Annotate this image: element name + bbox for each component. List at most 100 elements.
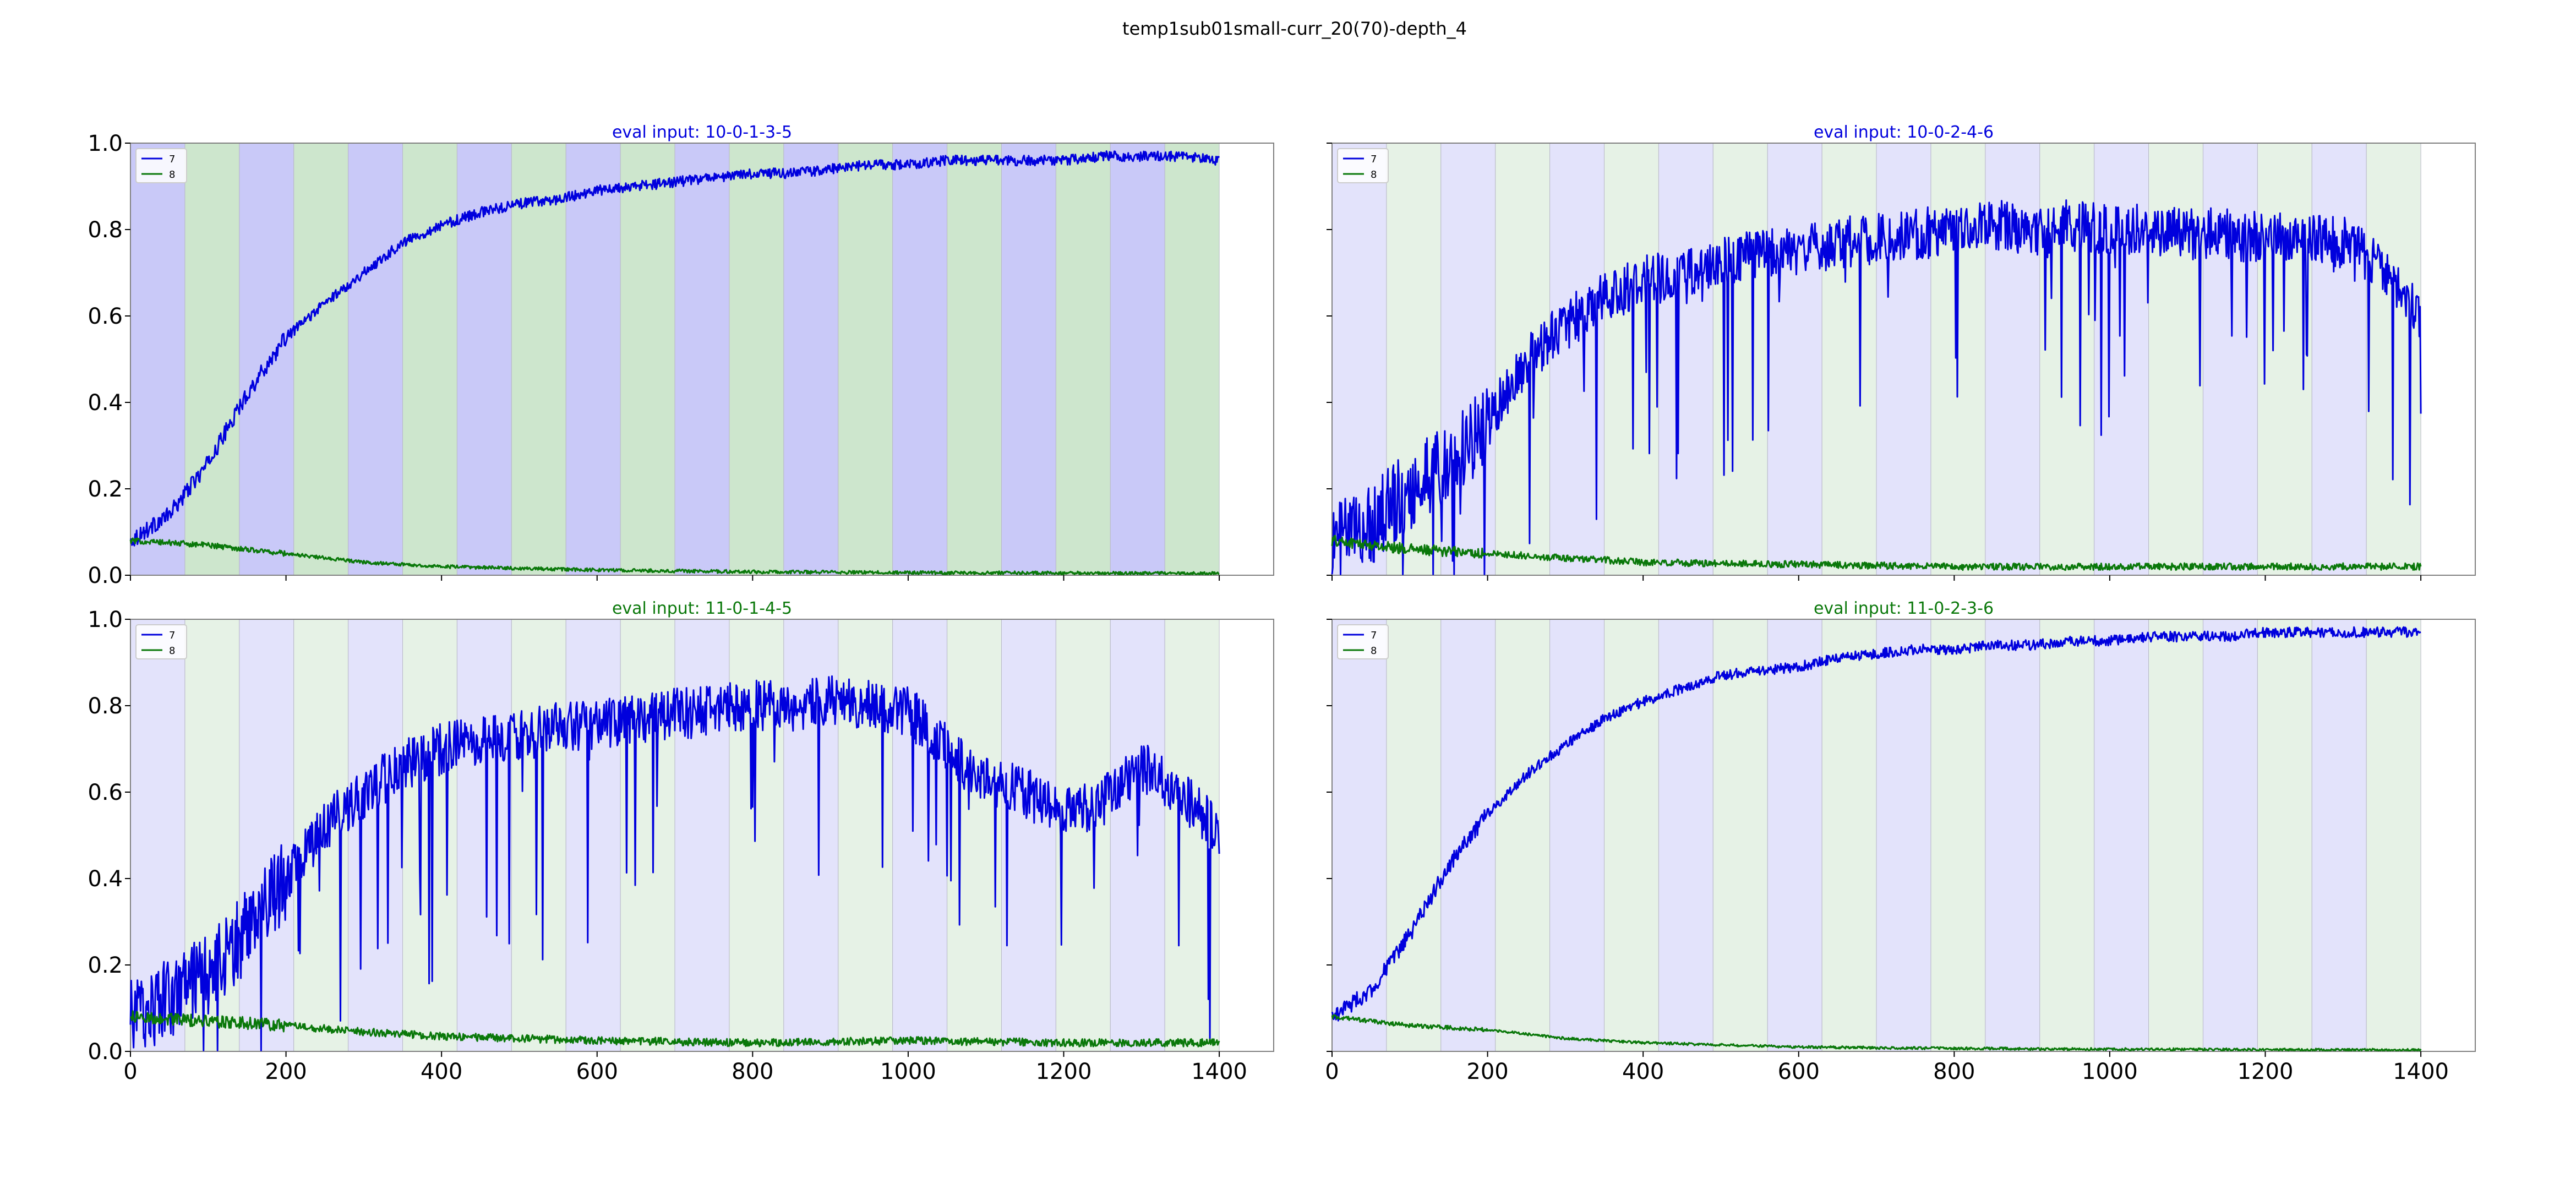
- x-tick-label: 800: [1933, 1059, 1975, 1084]
- band-group: [1331, 143, 2421, 576]
- background-band: [511, 619, 566, 1052]
- x-tick-label: 1200: [1036, 1059, 1092, 1084]
- band-group: [1331, 619, 2421, 1052]
- legend-label: 7: [1371, 630, 1377, 641]
- x-tick-label: 600: [1778, 1059, 1820, 1084]
- background-band: [1712, 619, 1768, 1052]
- background-band: [1386, 619, 1442, 1052]
- background-band: [2257, 619, 2312, 1052]
- background-band: [674, 143, 730, 576]
- y-tick-label: 0.8: [88, 694, 123, 719]
- background-band: [2366, 619, 2421, 1052]
- legend-label: 8: [169, 645, 175, 657]
- legend-label: 7: [1371, 154, 1377, 165]
- figure-suptitle: temp1sub01small-curr_20(70)-depth_4: [1122, 18, 1467, 39]
- background-band: [1821, 619, 1877, 1052]
- x-tick-label: 200: [1466, 1059, 1508, 1084]
- subplots-grid: eval input: 10-0-1-3-5 0.0 0.2 0.4 0.6 0.8 1.0…: [88, 123, 2476, 1084]
- band-group: [130, 143, 1220, 576]
- axes-frame: [130, 143, 1274, 576]
- background-band: [2311, 143, 2367, 576]
- axes-frame: [1331, 619, 2476, 1052]
- y-tick-label: 0.8: [88, 217, 123, 243]
- background-band: [1110, 143, 1165, 576]
- background-band: [2094, 619, 2149, 1052]
- legend: 78: [135, 624, 187, 659]
- background-band: [2039, 619, 2095, 1052]
- x-tick-label: 200: [265, 1059, 307, 1084]
- background-band: [674, 619, 730, 1052]
- legend-label: 8: [1371, 169, 1377, 181]
- subplot-2: eval input: 10-0-2-4-678: [1327, 123, 2476, 581]
- background-band: [1712, 143, 1768, 576]
- background-band: [1001, 143, 1056, 576]
- background-band: [783, 143, 839, 576]
- background-band: [239, 143, 294, 576]
- series-line-7: [1331, 626, 2421, 1022]
- background-band: [838, 143, 893, 576]
- background-band: [1055, 619, 1111, 1052]
- x-tick-label: 600: [576, 1059, 618, 1084]
- background-band: [620, 619, 675, 1052]
- background-band: [402, 143, 457, 576]
- y-tick-label: 1.0: [88, 131, 123, 156]
- background-band: [838, 619, 893, 1052]
- legend: 78: [135, 148, 187, 183]
- legend-label: 7: [169, 154, 175, 165]
- x-tick-label: 1400: [2393, 1059, 2449, 1084]
- background-band: [1658, 619, 1713, 1052]
- x-tick-label: 1000: [880, 1059, 936, 1084]
- background-band: [2148, 143, 2203, 576]
- subplot-4: eval input: 11-0-2-3-6 0 200 400 600 800 1000 1…: [1325, 599, 2476, 1084]
- background-band: [2148, 619, 2203, 1052]
- background-band: [729, 143, 784, 576]
- x-tick-label: 0: [123, 1059, 137, 1084]
- background-band: [1055, 143, 1111, 576]
- x-tick-label: 800: [732, 1059, 773, 1084]
- subplot-title: eval input: 10-0-2-4-6: [1814, 123, 1994, 142]
- series-line-7: [129, 675, 1220, 1051]
- background-band: [1440, 143, 1496, 576]
- y-tick-label: 0.2: [88, 477, 123, 502]
- background-band: [1604, 619, 1659, 1052]
- background-band: [184, 143, 240, 576]
- legend-box: [135, 148, 187, 183]
- legend-box: [135, 624, 187, 659]
- background-band: [511, 143, 566, 576]
- background-band: [892, 143, 948, 576]
- legend-box: [1337, 624, 1389, 659]
- subplot-title: eval input: 10-0-1-3-5: [612, 123, 792, 142]
- background-band: [239, 619, 294, 1052]
- background-band: [1985, 619, 2040, 1052]
- x-tick-label: 400: [1622, 1059, 1664, 1084]
- band-group: [130, 619, 1220, 1052]
- background-band: [947, 619, 1002, 1052]
- background-band: [456, 619, 512, 1052]
- background-band: [565, 143, 621, 576]
- background-band: [2311, 619, 2367, 1052]
- series-line-8: [129, 1010, 1220, 1048]
- x-tick-label: 400: [421, 1059, 462, 1084]
- x-tick-label: 1200: [2237, 1059, 2294, 1084]
- axes-frame: [1331, 143, 2476, 576]
- background-band: [1549, 619, 1605, 1052]
- y-tick-label: 1.0: [88, 607, 123, 632]
- background-band: [620, 143, 675, 576]
- background-band: [947, 143, 1002, 576]
- legend-box: [1337, 148, 1389, 183]
- background-band: [1164, 143, 1220, 576]
- legend: 78: [1337, 148, 1389, 183]
- legend-label: 8: [1371, 645, 1377, 657]
- legend-label: 8: [169, 169, 175, 181]
- subplot-title: eval input: 11-0-1-4-5: [612, 599, 792, 618]
- legend-label: 7: [169, 630, 175, 641]
- background-band: [1930, 619, 1986, 1052]
- subplot-title: eval input: 11-0-2-3-6: [1814, 599, 1994, 618]
- series-line-8: [1331, 534, 2422, 571]
- series-line-7: [1331, 199, 2422, 575]
- background-band: [1767, 619, 1822, 1052]
- y-tick-label: 0.4: [88, 866, 123, 892]
- background-band: [1658, 143, 1713, 576]
- background-band: [348, 143, 403, 576]
